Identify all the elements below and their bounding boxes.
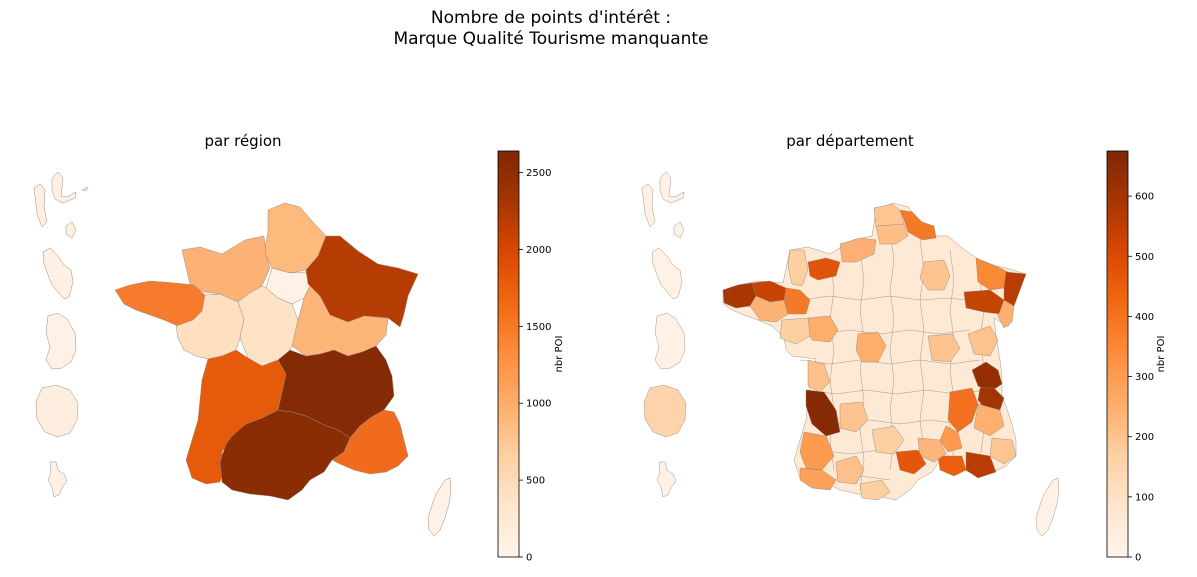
- departement-hautes-alpes: [973, 403, 1005, 437]
- panel-title-region: par région: [204, 132, 282, 150]
- region-corse: [427, 477, 452, 537]
- departement-isere: [947, 387, 979, 433]
- colorbar-region-tick-label: 0: [526, 553, 532, 564]
- colorbar-region: 0 500 1000 1500 2000 2500 nbr POI: [497, 150, 565, 564]
- region-reunion: [35, 384, 79, 438]
- colorbar-region-label: nbr POI: [554, 336, 565, 373]
- departement-saone-et-loire: [927, 333, 961, 363]
- departement-herault: [895, 449, 927, 475]
- colorbar-departement-tick-label: 600: [1135, 192, 1154, 203]
- departement-indre: [855, 331, 887, 363]
- departement-calvados: [807, 257, 841, 281]
- departement-alpes-maritimes: [989, 437, 1017, 465]
- colorbar-departement: 0 100 200 300 400 500 600 nbr POI: [1106, 150, 1167, 564]
- departement-guyane: [654, 312, 686, 370]
- colorbar-region-tick-label: 2500: [526, 168, 551, 179]
- departement-somme: [875, 223, 909, 245]
- departement-ariege: [859, 479, 891, 501]
- departement-charente-maritime: [807, 359, 831, 393]
- region-map: [33, 171, 452, 537]
- departement-martinique: [651, 247, 683, 300]
- departement-map: [641, 171, 1060, 537]
- colorbar-region-ticks: 0 500 1000 1500 2000 2500: [519, 168, 551, 564]
- departement-bas-rhin: [1003, 271, 1027, 307]
- figure-title: Nombre de points d'intérêt : Marque Qual…: [0, 8, 1102, 50]
- departement-marne: [919, 259, 951, 291]
- colorbar-region-tick-label: 2000: [526, 245, 551, 256]
- departement-reunion: [643, 384, 687, 438]
- departement-dordogne: [839, 401, 869, 433]
- region-occitanie: [219, 409, 351, 501]
- departement-manche: [787, 249, 809, 287]
- colorbar-region-tick-label: 1500: [526, 322, 551, 333]
- colorbar-departement-ticks: 0 100 200 300 400 500 600: [1128, 192, 1154, 564]
- departement-bouches-du-rhone: [937, 455, 967, 477]
- departement-var: [965, 451, 997, 479]
- colorbar-region-tick-label: 1000: [526, 399, 551, 410]
- region-martinique: [42, 247, 74, 300]
- departement-pyrenees-atlantiques: [799, 467, 837, 491]
- colorbar-departement-tick-label: 400: [1135, 312, 1154, 323]
- departement-aveyron: [871, 425, 905, 455]
- region-normandie: [181, 235, 271, 303]
- region-guadeloupe: [33, 171, 89, 239]
- colorbar-region-tick-label: 500: [526, 476, 545, 487]
- departement-guadeloupe: [641, 171, 685, 239]
- colorbar-departement-tick-label: 500: [1135, 252, 1154, 263]
- colorbar-departement-tick-label: 100: [1135, 492, 1154, 503]
- departement-ille-et-vilaine: [783, 287, 811, 315]
- departement-ain: [967, 325, 999, 357]
- departement-seine-maritime: [839, 237, 877, 263]
- departement-haut-rhin: [997, 299, 1015, 329]
- figure-title-line1: Nombre de points d'intérêt :: [430, 8, 672, 28]
- colorbar-departement-tick-label: 200: [1135, 432, 1154, 443]
- figure-title-line2: Marque Qualité Tourisme manquante: [393, 29, 709, 49]
- region-guyane: [45, 312, 77, 370]
- region-grand-est: [305, 235, 419, 328]
- departement-gironde: [805, 389, 841, 437]
- colorbar-departement-tick-label: 300: [1135, 372, 1154, 383]
- departement-haute-savoie: [971, 361, 1003, 393]
- panel-title-departement: par département: [786, 132, 914, 150]
- departement-nord: [899, 209, 937, 241]
- departement-corse: [1035, 477, 1060, 537]
- colorbar-departement-tick-label: 0: [1135, 553, 1141, 564]
- region-provence-alpes-cote-dazur: [331, 409, 409, 475]
- colorbar-departement-label: nbr POI: [1156, 336, 1167, 373]
- departement-gers: [835, 455, 865, 485]
- region-bretagne: [114, 280, 206, 327]
- region-mayotte: [47, 461, 68, 498]
- departement-drome: [939, 425, 963, 453]
- departement-maine-et-loire: [779, 317, 811, 345]
- departement-mayotte: [656, 461, 677, 498]
